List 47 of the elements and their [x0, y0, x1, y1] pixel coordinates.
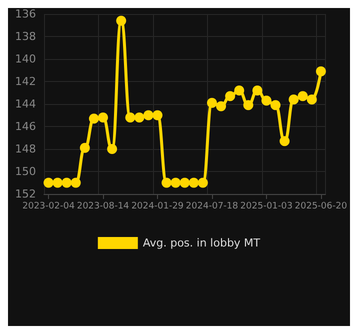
point: [225, 91, 236, 102]
point: [216, 101, 226, 112]
point: [88, 114, 99, 124]
point: [198, 178, 208, 188]
point: [270, 100, 281, 110]
point: [252, 86, 262, 96]
y-tick-label: 138: [15, 30, 36, 43]
point: [125, 112, 136, 122]
point: [162, 178, 172, 188]
point: [52, 178, 63, 188]
point: [288, 94, 299, 104]
point: [206, 98, 217, 108]
point: [107, 144, 118, 154]
point: [70, 178, 81, 188]
point: [280, 136, 290, 146]
y-tick-label: 136: [15, 8, 36, 20]
point: [243, 100, 254, 110]
point: [261, 96, 272, 106]
x-tick-label: 2024-01-29: [131, 202, 184, 212]
point: [44, 178, 54, 188]
y-tick-label: 142: [15, 75, 36, 88]
point: [306, 94, 317, 104]
point: [234, 86, 244, 96]
point: [80, 142, 90, 153]
point: [62, 178, 72, 188]
y-tick-label: 150: [15, 165, 36, 178]
point: [180, 178, 190, 188]
y-tick-label: 148: [15, 142, 36, 156]
y-tick-label: 144: [15, 98, 36, 110]
point: [316, 66, 326, 76]
x-tick-label: 2023-08-14: [76, 202, 130, 212]
y-tick-label: 140: [15, 52, 36, 66]
point: [134, 112, 144, 122]
x-tick-label: 2023-02-04: [22, 202, 75, 212]
y-tick-label: 146: [15, 120, 36, 133]
x-tick-label: 2025-01-03: [240, 202, 293, 212]
point: [116, 16, 126, 26]
point: [152, 110, 162, 120]
y-tick-label: 152: [15, 188, 36, 200]
x-tick-label: 2025-06-20: [294, 202, 348, 212]
point: [188, 178, 199, 188]
point: [98, 112, 108, 122]
point: [170, 178, 181, 188]
point: [143, 110, 154, 120]
legend-label: Avg. pos. in lobby MT: [142, 236, 260, 250]
point: [298, 91, 308, 102]
x-tick-label: 2024-07-18: [186, 202, 238, 212]
